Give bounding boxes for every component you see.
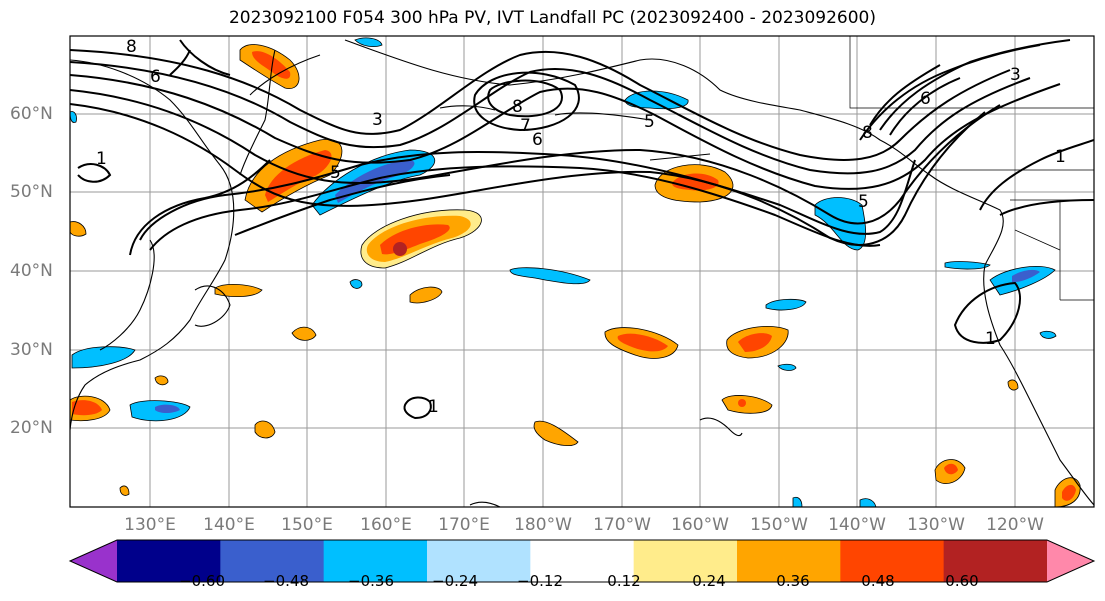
colorbar-tick-label: −0.24	[432, 572, 478, 590]
colorbar-extend-max	[1047, 540, 1094, 582]
anomaly-positive-core	[738, 333, 772, 352]
colorbar-extend-min	[70, 540, 117, 582]
anomaly-negative	[1039, 330, 1057, 339]
anomaly-negative	[792, 496, 803, 507]
anomaly-negative	[349, 279, 363, 289]
colorbar-tick-label: 0.12	[607, 572, 641, 590]
lon-label: 130°W	[907, 515, 965, 535]
contour-label: 6	[150, 67, 161, 87]
colorbar-segment	[427, 540, 531, 582]
colorbar-segment	[633, 540, 738, 582]
anomaly-negative	[509, 267, 591, 285]
anomaly-positive-core	[1062, 484, 1076, 501]
lat-label: 30°N	[10, 340, 53, 360]
colorbar-tick-label: 0.36	[776, 572, 810, 590]
colorbar-outline	[68, 539, 1096, 583]
colorbar-tick-label: −0.48	[263, 572, 309, 590]
anomaly-positive	[119, 485, 130, 496]
contour-labels: 8 6 8 7 6 3 1 5 5 8 5 1 1 6 3 1	[96, 37, 1066, 417]
lon-label: 150°E	[281, 515, 333, 535]
lon-label: 160°W	[671, 515, 729, 535]
colorbar-segment	[737, 540, 841, 582]
colorbar-segment	[117, 540, 221, 582]
contour-label: 8	[126, 37, 137, 57]
lat-label: 20°N	[10, 418, 53, 438]
contour-label: 1	[985, 329, 996, 349]
contour-label: 3	[1010, 65, 1021, 85]
lat-label: 50°N	[10, 182, 53, 202]
colorbar-segment	[530, 540, 635, 582]
lat-label: 60°N	[10, 104, 53, 124]
contour-label: 8	[512, 97, 523, 117]
anomaly-positive	[70, 221, 87, 237]
contour-label: 6	[532, 130, 543, 150]
anomaly-positive	[533, 420, 579, 446]
anomaly-positive	[1007, 379, 1019, 391]
anomaly-positive-core	[738, 399, 746, 407]
contour-label: 1	[96, 149, 107, 169]
lon-label: 120°W	[986, 515, 1044, 535]
lat-label: 40°N	[10, 261, 53, 281]
anomaly-positive	[254, 420, 276, 439]
anomaly-positive-core	[72, 400, 102, 416]
anomaly-positive	[409, 286, 443, 304]
anomaly-positive-max	[393, 242, 407, 256]
colorbar-segments	[68, 539, 1096, 583]
map-frame	[69, 35, 1095, 508]
figure-title: 2023092100 F054 300 hPa PV, IVT Landfall…	[228, 8, 876, 28]
lon-label: 150°W	[750, 515, 808, 535]
anomaly-positive	[154, 375, 169, 386]
anomaly-positive-core	[944, 463, 958, 475]
contour-label: 7	[520, 116, 531, 136]
gridlines	[70, 36, 1094, 507]
contour-label: 5	[330, 163, 341, 183]
contour-label: 8	[862, 123, 873, 143]
lon-label: 130°E	[124, 515, 176, 535]
anomaly-negative	[814, 197, 867, 251]
colorbar-tick-label: 0.48	[861, 572, 895, 590]
colorbar-segment	[323, 540, 428, 582]
anomaly-negative-core	[155, 404, 180, 413]
anomaly-positive	[721, 395, 773, 414]
anomaly-negative-core	[1012, 269, 1040, 283]
contour-label: 1	[428, 397, 439, 417]
colorbar-tick-label: −0.60	[179, 572, 225, 590]
lon-label: 140°W	[828, 515, 886, 535]
anomaly-negative	[777, 363, 797, 371]
anomaly-positive-core	[265, 150, 332, 202]
lon-label: 140°E	[203, 515, 255, 535]
anomaly-positive-core	[617, 333, 668, 352]
contour-label: 5	[644, 112, 655, 132]
anomaly-negative-core	[335, 160, 415, 203]
colorbar-tick-label: −0.36	[348, 572, 394, 590]
anomaly-negative	[354, 37, 383, 47]
colorbar-segment	[840, 540, 945, 582]
anomaly-negative	[944, 261, 991, 270]
lon-label: 160°E	[360, 515, 412, 535]
lon-label: 170°E	[438, 515, 490, 535]
lon-label: 170°W	[593, 515, 651, 535]
colorbar-segment	[943, 540, 1048, 582]
contour-label: 1	[1055, 147, 1066, 167]
colorbar-tick-label: 0.60	[945, 572, 979, 590]
anomaly-negative	[71, 346, 136, 369]
anomaly-negative	[859, 498, 877, 507]
contour-label: 5	[858, 192, 869, 212]
colorbar-tick-label: 0.24	[692, 572, 726, 590]
contour-label: 3	[372, 110, 383, 130]
colorbar-segment	[220, 540, 325, 582]
contour-label: 6	[920, 89, 931, 109]
lon-label: 180°W	[514, 515, 572, 535]
anomaly-positive	[291, 326, 317, 341]
pv-contours	[70, 39, 1094, 420]
anomaly-negative	[765, 298, 807, 311]
colorbar-tick-label: −0.12	[517, 572, 563, 590]
